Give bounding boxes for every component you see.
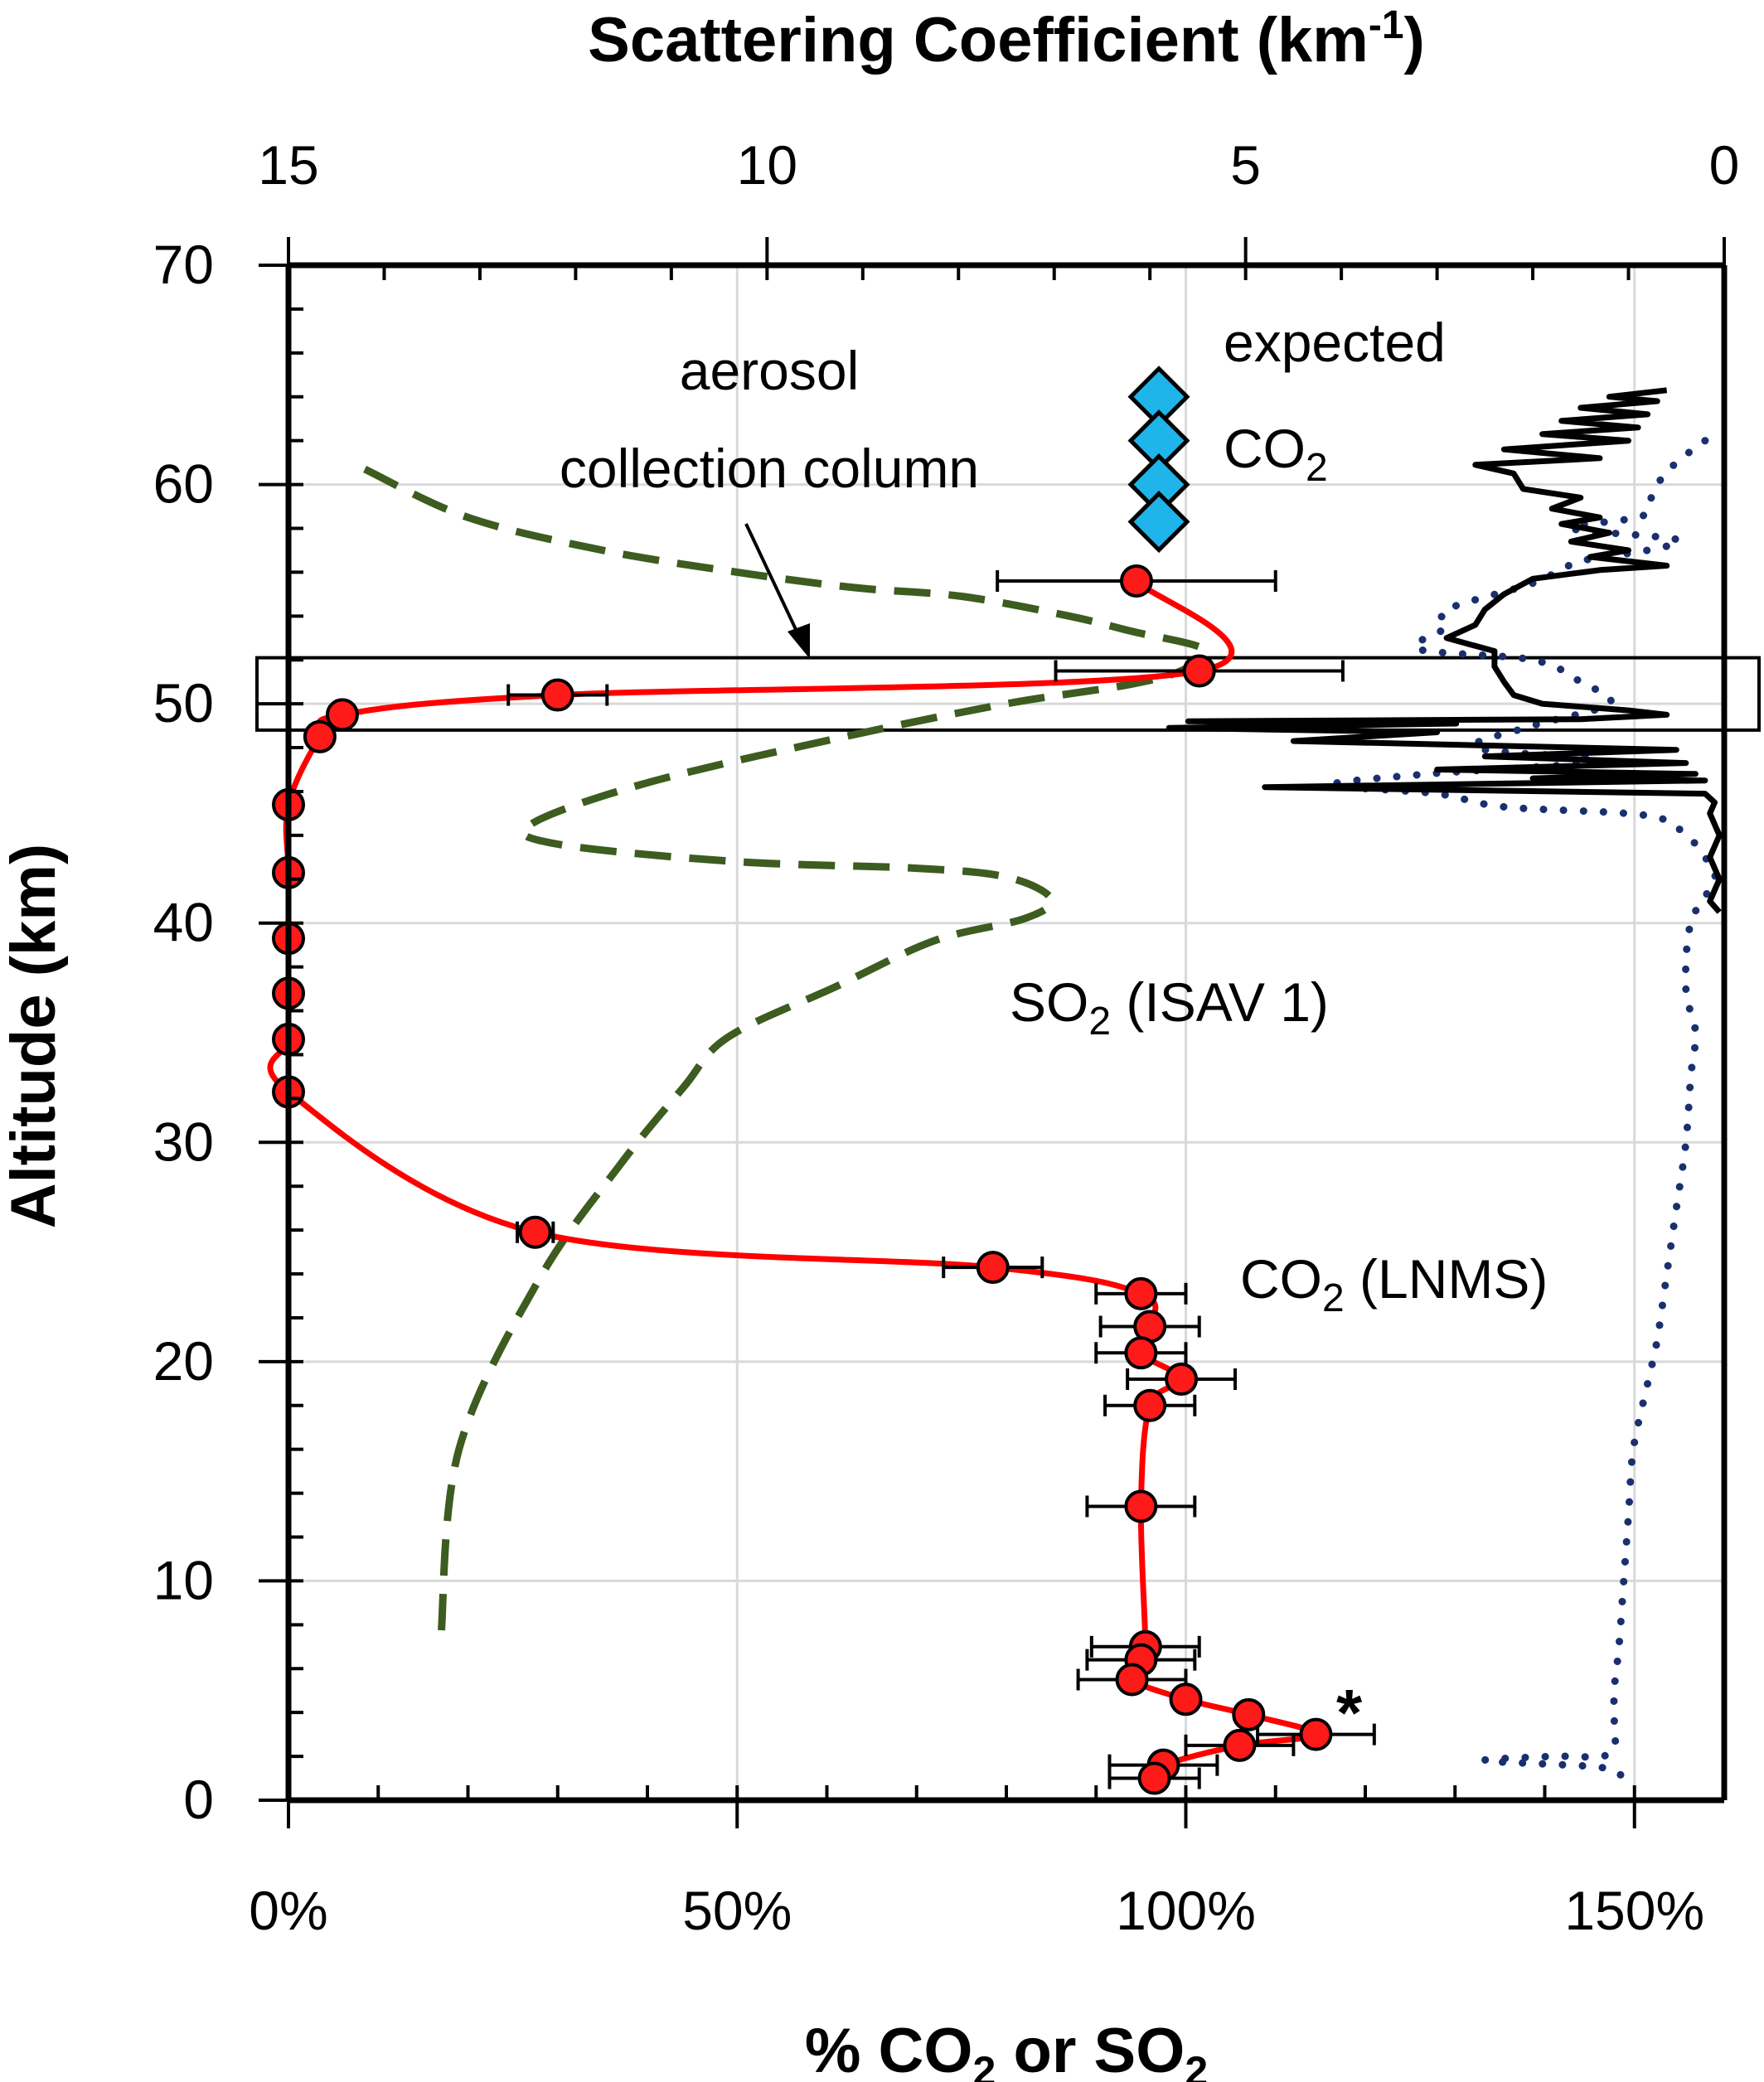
expected-co2-marker — [1127, 491, 1190, 554]
y-tick-label: 10 — [153, 1549, 214, 1610]
co2-marker — [1165, 1363, 1199, 1397]
top-axis-title: Scattering Coefficient (km-1) — [588, 3, 1425, 75]
co2-lnms-series — [267, 564, 1376, 1795]
y-tick-label: 40 — [153, 892, 214, 953]
bottom-tick-label: 50% — [682, 1880, 792, 1941]
aerosol-label-line1: aerosol — [680, 340, 859, 401]
co2-series-label: CO2 (LNMS) — [1240, 1248, 1548, 1320]
co2-marker — [518, 1215, 552, 1249]
co2-marker — [1119, 564, 1153, 598]
gridlines — [288, 265, 1724, 1800]
co2-marker — [1124, 1489, 1158, 1523]
y-tick-label: 20 — [153, 1330, 214, 1392]
so2-isav-series — [363, 466, 1210, 1637]
co2-marker — [1124, 1276, 1158, 1310]
aerosol-column-rect — [255, 656, 1761, 732]
scattering-solid-series — [1166, 387, 1723, 914]
expected-label-line1: expected — [1224, 312, 1446, 373]
top-tick-label: 10 — [737, 134, 797, 196]
co2-marker — [976, 1251, 1010, 1285]
co2-marker — [540, 678, 574, 712]
expected-co2-series — [1127, 366, 1190, 554]
co2-marker — [1137, 1761, 1171, 1795]
y-tick-label: 60 — [153, 453, 214, 515]
top-tick-label: 15 — [258, 134, 318, 196]
co2-marker — [1182, 654, 1216, 688]
aerosol-arrow — [744, 523, 810, 659]
asterisk-annotation: * — [1336, 1676, 1363, 1750]
bottom-tick-label: 150% — [1564, 1880, 1704, 1941]
co2-marker — [1232, 1697, 1266, 1731]
y-tick-label: 30 — [153, 1111, 214, 1172]
aerosol-label-line2: collection column — [560, 438, 979, 499]
bottom-tick-label: 0% — [249, 1880, 327, 1941]
co2-marker — [325, 698, 359, 732]
so2-isav-line — [363, 466, 1210, 1637]
co2-marker — [1115, 1663, 1149, 1697]
co2-marker — [1299, 1717, 1333, 1751]
y-tick-label: 70 — [153, 234, 214, 295]
scattering-dotted-series — [1328, 437, 1719, 1782]
scattering-dotted-line — [1328, 437, 1719, 1782]
co2-marker — [1124, 1336, 1158, 1370]
co2-lnms-line — [267, 579, 1320, 1780]
y-tick-label: 50 — [153, 672, 214, 734]
aerosol-collection-column-box — [255, 656, 1761, 732]
expected-co2-label: CO2 — [1224, 418, 1328, 490]
bottom-axis-title: % CO2 or SO2 — [805, 2016, 1208, 2082]
y-axis-title: Altitude (km) — [0, 844, 69, 1228]
y-tick-label: 0 — [183, 1769, 214, 1830]
co2-marker — [303, 719, 337, 753]
top-tick-label: 0 — [1709, 134, 1740, 196]
scattering-solid-line — [1166, 387, 1723, 914]
top-tick-label: 5 — [1230, 134, 1261, 196]
co2-marker — [1223, 1728, 1257, 1762]
co2-marker — [1169, 1683, 1203, 1716]
so2-series-label: SO2 (ISAV 1) — [1010, 971, 1329, 1043]
co2-marker — [1133, 1388, 1167, 1422]
bottom-tick-label: 100% — [1116, 1880, 1256, 1941]
